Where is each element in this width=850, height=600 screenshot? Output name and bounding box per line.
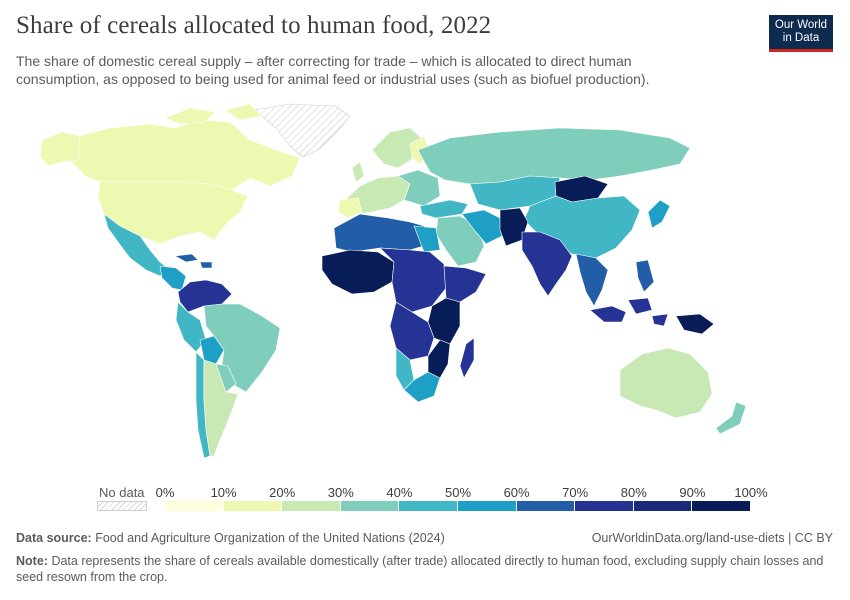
legend-bin[interactable] bbox=[516, 501, 576, 511]
legend-bin[interactable] bbox=[399, 501, 458, 511]
legend-tick-label: 50% bbox=[444, 485, 472, 500]
legend-bin[interactable] bbox=[457, 501, 517, 511]
data-source-label: Data source: bbox=[16, 531, 92, 545]
region-russia[interactable] bbox=[417, 127, 691, 185]
region-japan[interactable] bbox=[647, 199, 671, 229]
region-brazil[interactable] bbox=[203, 303, 281, 393]
region-uk[interactable] bbox=[351, 161, 365, 183]
region-colombia-venezuela[interactable] bbox=[177, 279, 233, 313]
legend-no-data-swatch bbox=[97, 501, 147, 511]
legend-bin[interactable] bbox=[633, 501, 693, 511]
data-source-text[interactable]: Food and Agriculture Organization of the… bbox=[95, 531, 445, 545]
region-southeast-asia[interactable] bbox=[575, 253, 609, 307]
region-bolivia[interactable] bbox=[199, 335, 225, 365]
region-egypt[interactable] bbox=[413, 225, 441, 253]
region-west-africa[interactable] bbox=[321, 249, 395, 295]
chart-note: Note: Data represents the share of cerea… bbox=[16, 553, 836, 585]
note-text: Data represents the share of cereals ava… bbox=[16, 554, 824, 584]
legend-tick-label: 90% bbox=[679, 485, 706, 500]
region-greenland[interactable] bbox=[254, 103, 351, 158]
legend-bin[interactable] bbox=[165, 501, 224, 511]
region-eastern-europe[interactable] bbox=[397, 169, 441, 207]
legend-no-data-label: No data bbox=[99, 485, 145, 500]
world-map[interactable] bbox=[0, 95, 850, 470]
source-url-link[interactable]: OurWorldinData.org/land-use-diets | CC B… bbox=[591, 531, 833, 545]
legend-bin[interactable] bbox=[575, 501, 634, 511]
region-madagascar[interactable] bbox=[459, 337, 475, 379]
chart-title: Share of cereals allocated to human food… bbox=[16, 12, 492, 39]
legend-tick-label: 10% bbox=[210, 485, 237, 500]
chart-subtitle: The share of domestic cereal supply – af… bbox=[16, 53, 650, 87]
region-philippines[interactable] bbox=[635, 259, 655, 293]
region-australia[interactable] bbox=[619, 347, 713, 419]
region-iberia[interactable] bbox=[337, 197, 363, 219]
region-papua[interactable] bbox=[675, 313, 715, 335]
legend-tick-label: 60% bbox=[503, 485, 530, 500]
color-legend: No data 0% 10% 20% 30% 40% 50% 60% 70% 80% 90% 100… bbox=[0, 480, 850, 520]
owid-logo[interactable]: Our World in Data bbox=[769, 15, 833, 52]
legend-tick-label: 40% bbox=[386, 485, 413, 500]
logo-line-2: in Data bbox=[782, 32, 820, 44]
legend-tick-label: 20% bbox=[269, 485, 296, 500]
region-argentina[interactable] bbox=[203, 359, 239, 457]
legend-tick-label: 70% bbox=[562, 485, 589, 500]
region-arctic-islands[interactable] bbox=[164, 103, 263, 125]
region-caribbean[interactable] bbox=[174, 253, 213, 269]
legend-color-bins bbox=[165, 501, 751, 511]
data-source: Data source: Food and Agriculture Organi… bbox=[16, 531, 445, 545]
region-new-zealand[interactable] bbox=[715, 401, 747, 435]
region-central-america[interactable] bbox=[159, 265, 187, 291]
legend-bin[interactable] bbox=[340, 501, 400, 511]
legend-bin[interactable] bbox=[692, 501, 751, 511]
region-canada[interactable] bbox=[61, 119, 301, 191]
region-india[interactable] bbox=[521, 231, 573, 297]
region-north-africa[interactable] bbox=[333, 213, 431, 253]
legend-bin[interactable] bbox=[282, 501, 341, 511]
note-label: Note: bbox=[16, 554, 48, 568]
region-horn-of-africa[interactable] bbox=[443, 265, 487, 303]
legend-tick-label: 30% bbox=[327, 485, 354, 500]
legend-tick-label: 0% bbox=[155, 485, 175, 500]
logo-line-1: Our World bbox=[774, 19, 828, 31]
legend-tick-label: 100% bbox=[734, 485, 768, 500]
legend-tick-label: 80% bbox=[620, 485, 647, 500]
region-indonesia[interactable] bbox=[589, 297, 669, 327]
region-alaska[interactable] bbox=[39, 131, 81, 167]
legend-bin[interactable] bbox=[223, 501, 283, 511]
region-mozambique[interactable] bbox=[427, 339, 451, 379]
